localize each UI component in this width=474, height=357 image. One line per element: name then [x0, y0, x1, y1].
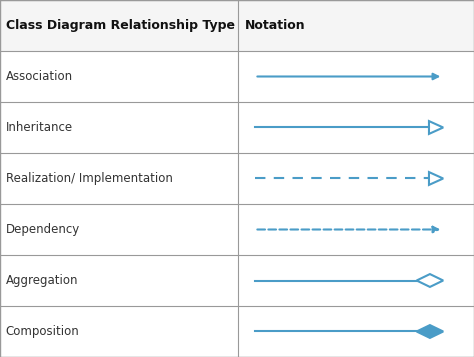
Bar [0, 0, 474, 51]
Text: Class Diagram Relationship Type: Class Diagram Relationship Type [6, 19, 235, 32]
Text: Notation: Notation [245, 19, 306, 32]
Polygon shape [417, 325, 443, 338]
Text: Composition: Composition [6, 325, 80, 338]
Text: Inheritance: Inheritance [6, 121, 73, 134]
Text: Realization/ Implementation: Realization/ Implementation [6, 172, 173, 185]
Text: Dependency: Dependency [6, 223, 80, 236]
Text: Association: Association [6, 70, 73, 83]
Text: Aggregation: Aggregation [6, 274, 78, 287]
